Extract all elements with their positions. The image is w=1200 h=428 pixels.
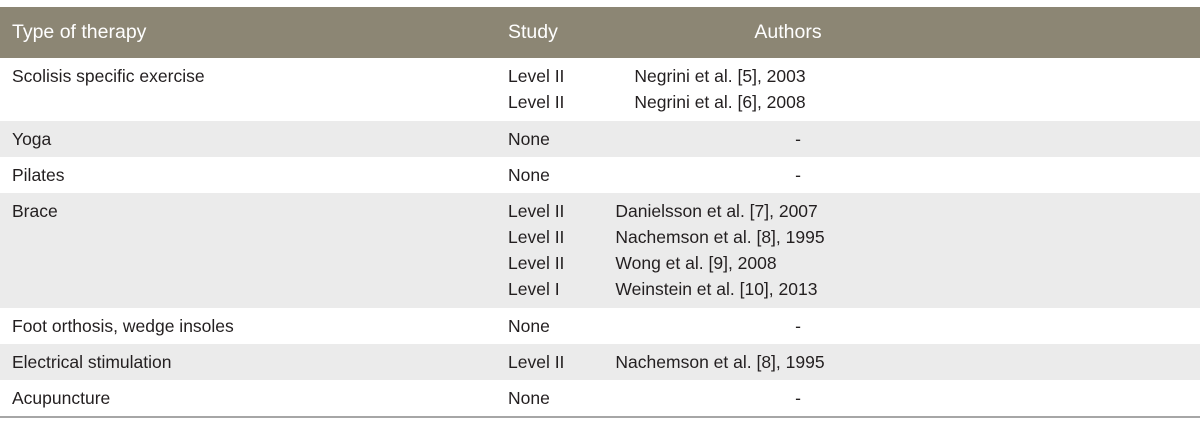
author-citation: Nachemson et al. [8], 1995 <box>615 352 825 372</box>
study-cell: None <box>508 313 550 339</box>
study-level: Level II <box>508 352 565 372</box>
therapy-name: Scolisis specific exercise <box>12 66 205 86</box>
authors-cell: Danielsson et al. [7], 2007 Nachemson et … <box>0 198 1200 302</box>
study-cell: Level II Level II <box>508 63 564 115</box>
therapy-cell: Brace <box>12 198 58 224</box>
table-body: Scolisis specific exercise Level II Level … <box>0 58 1200 416</box>
therapy-name: Electrical stimulation <box>12 352 172 372</box>
therapy-name: Foot orthosis, wedge insoles <box>12 316 234 336</box>
study-level: None <box>508 316 550 336</box>
study-cell: None <box>508 385 550 411</box>
author-citation: Nachemson et al. [8], 1995 <box>615 227 825 247</box>
therapy-name: Acupuncture <box>12 388 111 408</box>
authors-cell: Nachemson et al. [8], 1995 <box>0 349 1200 375</box>
table-row: Electrical stimulation Level II Nachemson … <box>0 344 1200 380</box>
therapy-cell: Electrical stimulation <box>12 349 172 375</box>
authors-none: - <box>795 165 801 185</box>
study-level: Level II <box>508 201 565 221</box>
table-row: Foot orthosis, wedge insoles None - <box>0 308 1200 344</box>
author-citation: Negrini et al. [6], 2008 <box>634 92 806 112</box>
therapy-evidence-table: Type of therapy Study Authors Scolisis s… <box>0 7 1200 416</box>
study-level: Level II <box>508 253 565 273</box>
study-cell: None <box>508 126 550 152</box>
study-cell: None <box>508 162 550 188</box>
study-level: Level II <box>508 66 565 86</box>
therapy-name: Pilates <box>12 165 65 185</box>
study-level: Level II <box>508 92 565 112</box>
study-level: None <box>508 129 550 149</box>
authors-none: - <box>795 129 801 149</box>
authors-none: - <box>795 388 801 408</box>
authors-cell: - <box>0 126 1200 152</box>
table-row: Acupuncture None - <box>0 380 1200 416</box>
header-study: Study <box>508 21 558 43</box>
table-row: Pilates None - <box>0 157 1200 193</box>
header-type-of-therapy: Type of therapy <box>12 21 147 43</box>
author-citation: Wong et al. [9], 2008 <box>615 253 777 273</box>
table-header: Type of therapy Study Authors <box>0 7 1200 58</box>
therapy-name: Yoga <box>12 129 52 149</box>
authors-cell: - <box>0 162 1200 188</box>
author-citation: Weinstein et al. [10], 2013 <box>615 279 818 299</box>
author-citation: Danielsson et al. [7], 2007 <box>615 201 818 221</box>
therapy-cell: Acupuncture <box>12 385 110 411</box>
table-row: Brace Level II Level II Level II Level I Dani… <box>0 193 1200 308</box>
therapy-cell: Yoga <box>12 126 51 152</box>
authors-cell: Negrini et al. [5], 2003 Negrini et al. [… <box>0 63 1200 115</box>
authors-cell: - <box>0 313 1200 339</box>
author-citation: Negrini et al. [5], 2003 <box>634 66 806 86</box>
header-authors: Authors <box>754 21 822 43</box>
therapy-cell: Pilates <box>12 162 65 188</box>
study-cell: Level II Level II Level II Level I <box>508 198 564 302</box>
therapy-name: Brace <box>12 201 58 221</box>
therapy-cell: Foot orthosis, wedge insoles <box>12 313 234 339</box>
table-row: Yoga None - <box>0 121 1200 157</box>
study-level: Level II <box>508 227 565 247</box>
authors-cell: - <box>0 385 1200 411</box>
study-cell: Level II <box>508 349 564 375</box>
table-row: Scolisis specific exercise Level II Level … <box>0 58 1200 121</box>
study-level: None <box>508 388 550 408</box>
authors-none: - <box>795 316 801 336</box>
study-level: Level I <box>508 279 560 299</box>
table-bottom-rule <box>0 416 1200 418</box>
therapy-cell: Scolisis specific exercise <box>12 63 205 89</box>
study-level: None <box>508 165 550 185</box>
